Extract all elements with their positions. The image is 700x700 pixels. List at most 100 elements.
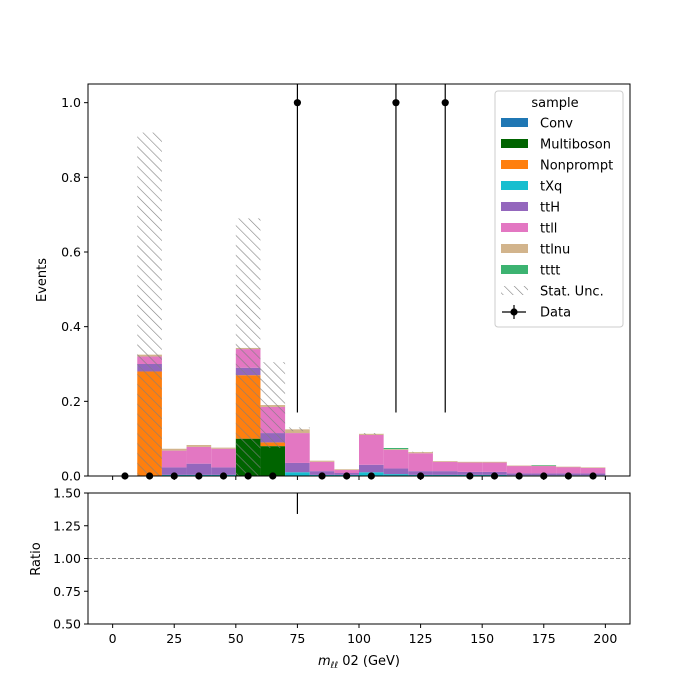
stat-unc-band-10 [359,433,384,435]
bar-tttt-11 [383,448,409,450]
legend-label-data: Data [540,306,571,321]
legend-label-nonprompt: Nonprompt [540,159,613,174]
legend-title: sample [531,96,578,111]
legend-label-tth: ttH [540,201,560,216]
x-tick-label-8: 200 [593,631,617,646]
bar-tth-3 [186,463,212,475]
legend-swatch-stat-unc- [501,286,528,295]
ratio-y-tick-label-1: 0.75 [53,584,81,599]
bar-ttll-18 [556,467,581,474]
legend-swatch-nonprompt [501,160,528,169]
bar-tttt-17 [531,465,557,466]
bar-ttll-7 [285,433,310,463]
ratio-y-axis-label: Ratio [29,542,44,575]
bar-tth-4 [211,467,236,475]
bar-tth-7 [285,462,310,473]
bar-ttll-13 [432,461,458,472]
bar-ttlnu-16 [506,465,532,467]
stat-unc-band-7 [285,427,310,432]
bar-ttll-14 [457,462,483,472]
legend-label-multiboson: Multiboson [540,138,611,153]
x-tick-label-4: 100 [347,631,371,646]
legend-swatch-tttt [501,265,528,274]
bar-ttlnu-9 [334,469,359,471]
bar-ttll-9 [334,470,359,474]
ratio-y-tick-label-4: 1.50 [53,486,81,501]
x-tick-label-6: 150 [470,631,494,646]
main-y-tick-label-1: 0.2 [61,394,81,409]
main-y-tick-label-0: 0.0 [61,469,81,484]
bar-ttlnu-18 [556,466,581,468]
ratio-y-ticks: 0.50 0.75 1.00 1.25 1.50 [53,486,88,632]
bar-tth-10 [359,464,384,473]
stat-unc-bands [137,132,433,477]
x-tick-label-3: 75 [289,631,305,646]
legend-label-tttt: tttt [540,264,560,279]
main-y-axis-label: Events [35,258,50,302]
bar-ttlnu-13 [432,461,458,462]
ratio-y-tick-label-3: 1.25 [53,518,81,533]
stat-unc-band-1 [137,132,162,477]
ratio-y-tick-label-2: 1.00 [53,551,81,566]
legend-label-txq: tXq [540,180,562,195]
x-tick-label-2: 50 [228,631,244,646]
bar-txq-11 [383,474,409,476]
data-point-11 [392,99,400,107]
stat-unc-band-5 [235,218,261,476]
bar-ttlnu-3 [186,445,212,447]
legend-swatch-ttll [501,223,528,232]
bar-ttll-11 [383,449,409,469]
bar-ttll-16 [506,465,532,474]
legend-label-ttlnu: ttlnu [540,243,570,258]
bar-ttlnu-2 [161,448,187,451]
bar-tth-13 [432,471,458,475]
bar-ttll-4 [211,448,236,468]
bar-ttll-8 [309,461,335,472]
main-y-ticks: 0.0 0.2 0.4 0.6 0.8 1.0 [61,95,88,484]
bar-ttll-15 [482,462,507,472]
ratio-content [88,493,630,559]
legend-label-stat-unc-: Stat. Unc. [540,285,604,300]
legend: sample Conv Multiboson Nonprompt tXq ttH ttll t… [494,90,624,328]
legend-label-conv: Conv [540,117,573,132]
bar-ttlnu-19 [580,467,606,469]
x-axis-label-rest: 02 (GeV) [338,654,400,669]
bar-ttll-12 [408,453,433,472]
bar-ttll-10 [359,434,384,465]
ratio-x-ticks: 0 25 50 75 100 125 150 175 200 [109,624,617,646]
bar-ttlnu-15 [482,461,507,463]
legend-swatch-conv [501,118,528,127]
bar-ttll-2 [161,450,187,468]
data-point-7 [293,99,302,107]
x-tick-label-7: 175 [532,631,556,646]
data-points [121,84,597,480]
bar-txq-7 [285,472,310,476]
bar-tth-2 [161,467,187,475]
bar-ttlnu-11 [383,449,409,450]
legend-swatch-multiboson [501,139,528,148]
main-panel: 0.0 0.2 0.4 0.6 0.8 1.0 Events sample Conv Mult… [35,83,631,484]
bar-ttlnu-4 [211,447,236,449]
bar-ttll-3 [186,446,212,464]
bar-ttlnu-8 [309,460,335,462]
stat-unc-band-6 [260,362,286,448]
bar-ttlnu-17 [531,465,557,467]
bar-tth-11 [383,468,409,475]
x-axis-label-sub: ℓℓ [330,661,338,671]
legend-swatch-ttlnu [501,244,528,253]
x-tick-label-0: 0 [109,631,117,646]
bar-ttll-19 [580,467,606,474]
main-y-tick-label-2: 0.4 [61,319,81,334]
bar-ttlnu-14 [457,461,483,463]
main-x-ticks [112,476,606,480]
x-axis-label-var: m [318,654,331,669]
legend-label-ttll: ttll [540,222,557,237]
stat-unc-band-12 [408,451,433,453]
data-point-13 [441,99,449,107]
legend-swatch-data-marker [510,308,518,316]
ratio-y-tick-label-0: 0.50 [53,617,81,632]
bar-ttlnu-12 [408,452,433,454]
ratio-panel: 0.50 0.75 1.00 1.25 1.50 0 25 50 75 100 125 150 175… [29,486,631,671]
bar-ttll-17 [531,465,557,474]
